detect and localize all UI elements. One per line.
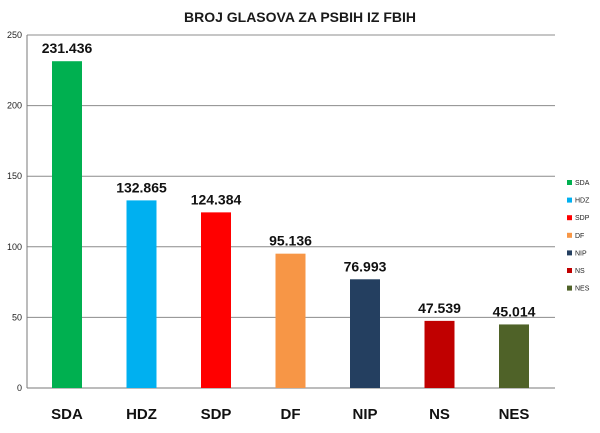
data-label-nes: 45.014 <box>493 303 536 319</box>
data-label-hdz: 132.865 <box>116 179 167 195</box>
bar-ns <box>424 320 455 388</box>
bar-nip <box>350 279 380 388</box>
data-label-sda: 231.436 <box>42 40 93 56</box>
x-tick-label-hdz: HDZ <box>126 406 157 423</box>
bar-sdp <box>201 212 231 388</box>
y-tick-label: 200 <box>7 101 22 111</box>
data-label-nip: 76.993 <box>344 258 387 274</box>
y-tick-label: 250 <box>7 30 22 40</box>
chart-title: BROJ GLASOVA ZA PSBIH IZ FBIH <box>184 9 416 25</box>
legend-swatch-sda <box>567 180 572 185</box>
legend-label-sda: SDA <box>575 180 590 187</box>
legend-swatch-df <box>567 232 572 238</box>
legend-swatch-hdz <box>567 197 572 203</box>
data-label-sdp: 124.384 <box>191 191 242 207</box>
gridlines <box>26 34 555 389</box>
y-axis-ticks: 0 50 100 150 200 250 <box>7 30 22 393</box>
x-tick-label-sda: SDA <box>51 406 83 423</box>
x-tick-label-nip: NIP <box>352 406 377 423</box>
bar-nes <box>499 324 529 388</box>
x-tick-label-ns: NS <box>429 406 450 423</box>
x-tick-label-df: DF <box>281 406 301 423</box>
x-tick-label-sdp: SDP <box>201 406 232 423</box>
bar-hdz <box>126 200 157 388</box>
legend-label-df: DF <box>575 233 584 240</box>
x-tick-label-nes: NES <box>499 406 530 423</box>
x-axis-ticks: SDA HDZ SDP DF NIP NS NES <box>51 406 529 423</box>
legend-swatch-ns <box>567 268 572 273</box>
legend-label-hdz: HDZ <box>575 198 590 205</box>
data-labels: 231.436 132.865 124.384 95.136 76.993 47.539 4… <box>42 40 536 319</box>
legend-swatch-sdp <box>567 215 572 221</box>
legend-swatch-nes <box>567 285 572 291</box>
y-tick-label: 0 <box>17 383 22 393</box>
legend-label-ns: NS <box>575 268 585 275</box>
bar-df <box>275 253 306 388</box>
y-tick-label: 100 <box>7 242 22 252</box>
legend: SDA HDZ SDP DF NIP NS NES <box>567 180 590 293</box>
legend-label-nes: NES <box>575 286 590 293</box>
y-tick-label: 50 <box>12 312 22 322</box>
data-label-ns: 47.539 <box>418 300 461 316</box>
y-tick-label: 150 <box>7 171 22 181</box>
bars <box>52 61 529 388</box>
data-label-df: 95.136 <box>269 233 312 249</box>
bar-sda <box>52 61 82 388</box>
legend-label-nip: NIP <box>575 250 587 257</box>
legend-label-sdp: SDP <box>575 215 590 222</box>
legend-swatch-nip <box>567 250 572 256</box>
